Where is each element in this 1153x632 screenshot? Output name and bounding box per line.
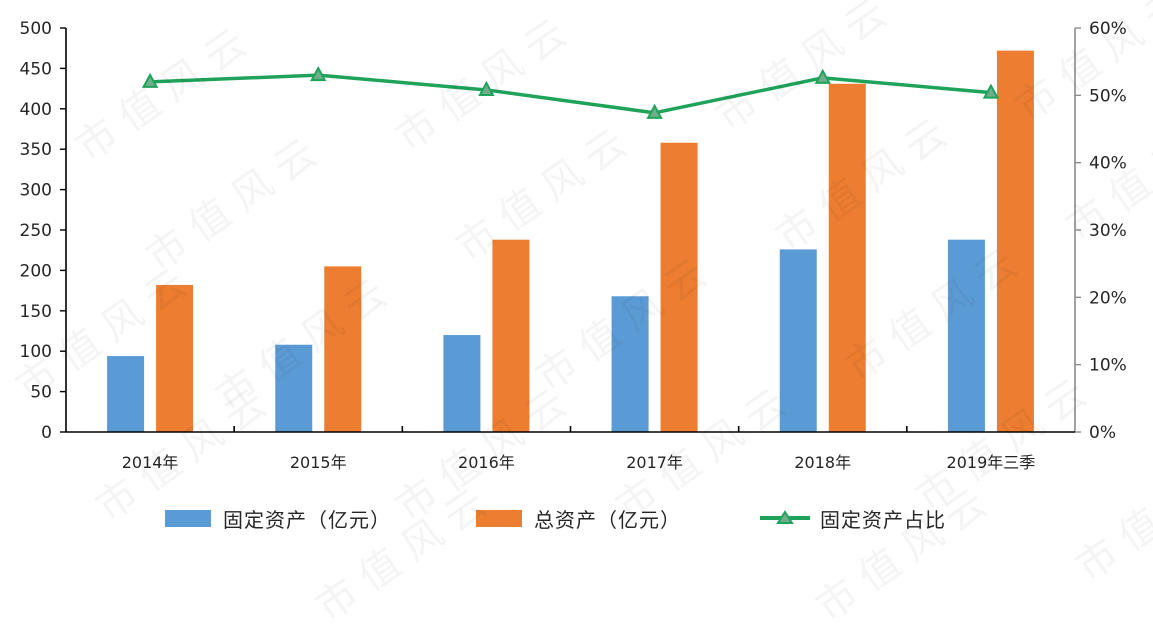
right-tick-label: 0% — [1089, 423, 1116, 443]
left-tick-label: 400 — [20, 100, 52, 120]
x-axis-label: 2016年 — [458, 453, 515, 472]
left-tick-label: 0 — [41, 423, 52, 443]
left-tick-label: 500 — [20, 19, 52, 39]
ratio-line — [150, 73, 992, 115]
bar — [156, 284, 194, 432]
x-axis-labels: 2014年 2015年 2016年 2017年 2018年 2019年三季 — [122, 426, 1036, 472]
right-axis-ticks: 0% 10% 20% 30% 40% 50% 60% — [1075, 19, 1127, 443]
right-tick-label: 60% — [1089, 19, 1127, 39]
x-axis-label: 2017年 — [626, 453, 683, 472]
bar — [779, 249, 817, 432]
triangle-marker-icon — [814, 68, 831, 84]
bar — [828, 83, 866, 432]
legend-label: 固定资产占比 — [820, 507, 946, 532]
right-tick-label: 40% — [1089, 154, 1127, 174]
right-tick-label: 50% — [1089, 86, 1127, 106]
x-axis-label: 2019年三季 — [947, 453, 1036, 472]
bar — [947, 239, 985, 432]
triangle-marker-icon — [478, 80, 495, 96]
bar — [660, 142, 698, 432]
legend-item-total-assets: 总资产（亿元） — [476, 500, 681, 536]
bar — [275, 344, 313, 432]
left-tick-label: 150 — [20, 302, 52, 322]
legend-item-fixed-asset-ratio: 固定资产占比 — [760, 500, 946, 536]
triangle-marker-icon — [646, 103, 663, 119]
legend: 固定资产（亿元） 总资产（亿元） 固定资产占比 — [0, 500, 1153, 536]
left-tick-label: 200 — [20, 261, 52, 281]
left-tick-label: 350 — [20, 140, 52, 160]
left-axis-ticks: 0 50 100 150 200 250 300 350 400 450 500 — [20, 19, 66, 443]
bar — [443, 335, 481, 432]
left-tick-label: 300 — [20, 181, 52, 201]
left-tick-label: 250 — [20, 221, 52, 241]
legend-line-triangle-icon — [760, 509, 810, 527]
triangle-marker-icon — [310, 66, 327, 82]
legend-label: 固定资产（亿元） — [223, 507, 391, 532]
legend-label: 总资产（亿元） — [534, 507, 681, 532]
legend-item-fixed-assets: 固定资产（亿元） — [165, 500, 391, 536]
bar — [492, 239, 530, 432]
right-tick-label: 30% — [1089, 221, 1127, 241]
legend-swatch-orange — [476, 509, 522, 527]
triangle-marker-icon — [141, 72, 159, 88]
bar — [324, 266, 362, 432]
bar — [611, 296, 649, 432]
axes — [65, 28, 1076, 433]
bar — [107, 356, 145, 432]
right-tick-label: 10% — [1089, 356, 1127, 376]
bar-series — [107, 50, 1034, 433]
x-axis-label: 2014年 — [122, 453, 179, 472]
bar — [996, 50, 1034, 433]
legend-swatch-blue — [165, 509, 211, 527]
line-series — [141, 66, 1000, 119]
left-tick-label: 50 — [30, 383, 52, 403]
left-tick-label: 100 — [20, 342, 52, 362]
x-axis-label: 2018年 — [794, 453, 851, 472]
x-axis-label: 2015年 — [290, 453, 347, 472]
triangle-marker-icon — [982, 83, 1000, 99]
combo-chart: 0 50 100 150 200 250 300 350 400 450 500 0% 10% 20% 3… — [20, 19, 1127, 472]
left-tick-label: 450 — [20, 59, 52, 79]
right-tick-label: 20% — [1089, 288, 1127, 308]
